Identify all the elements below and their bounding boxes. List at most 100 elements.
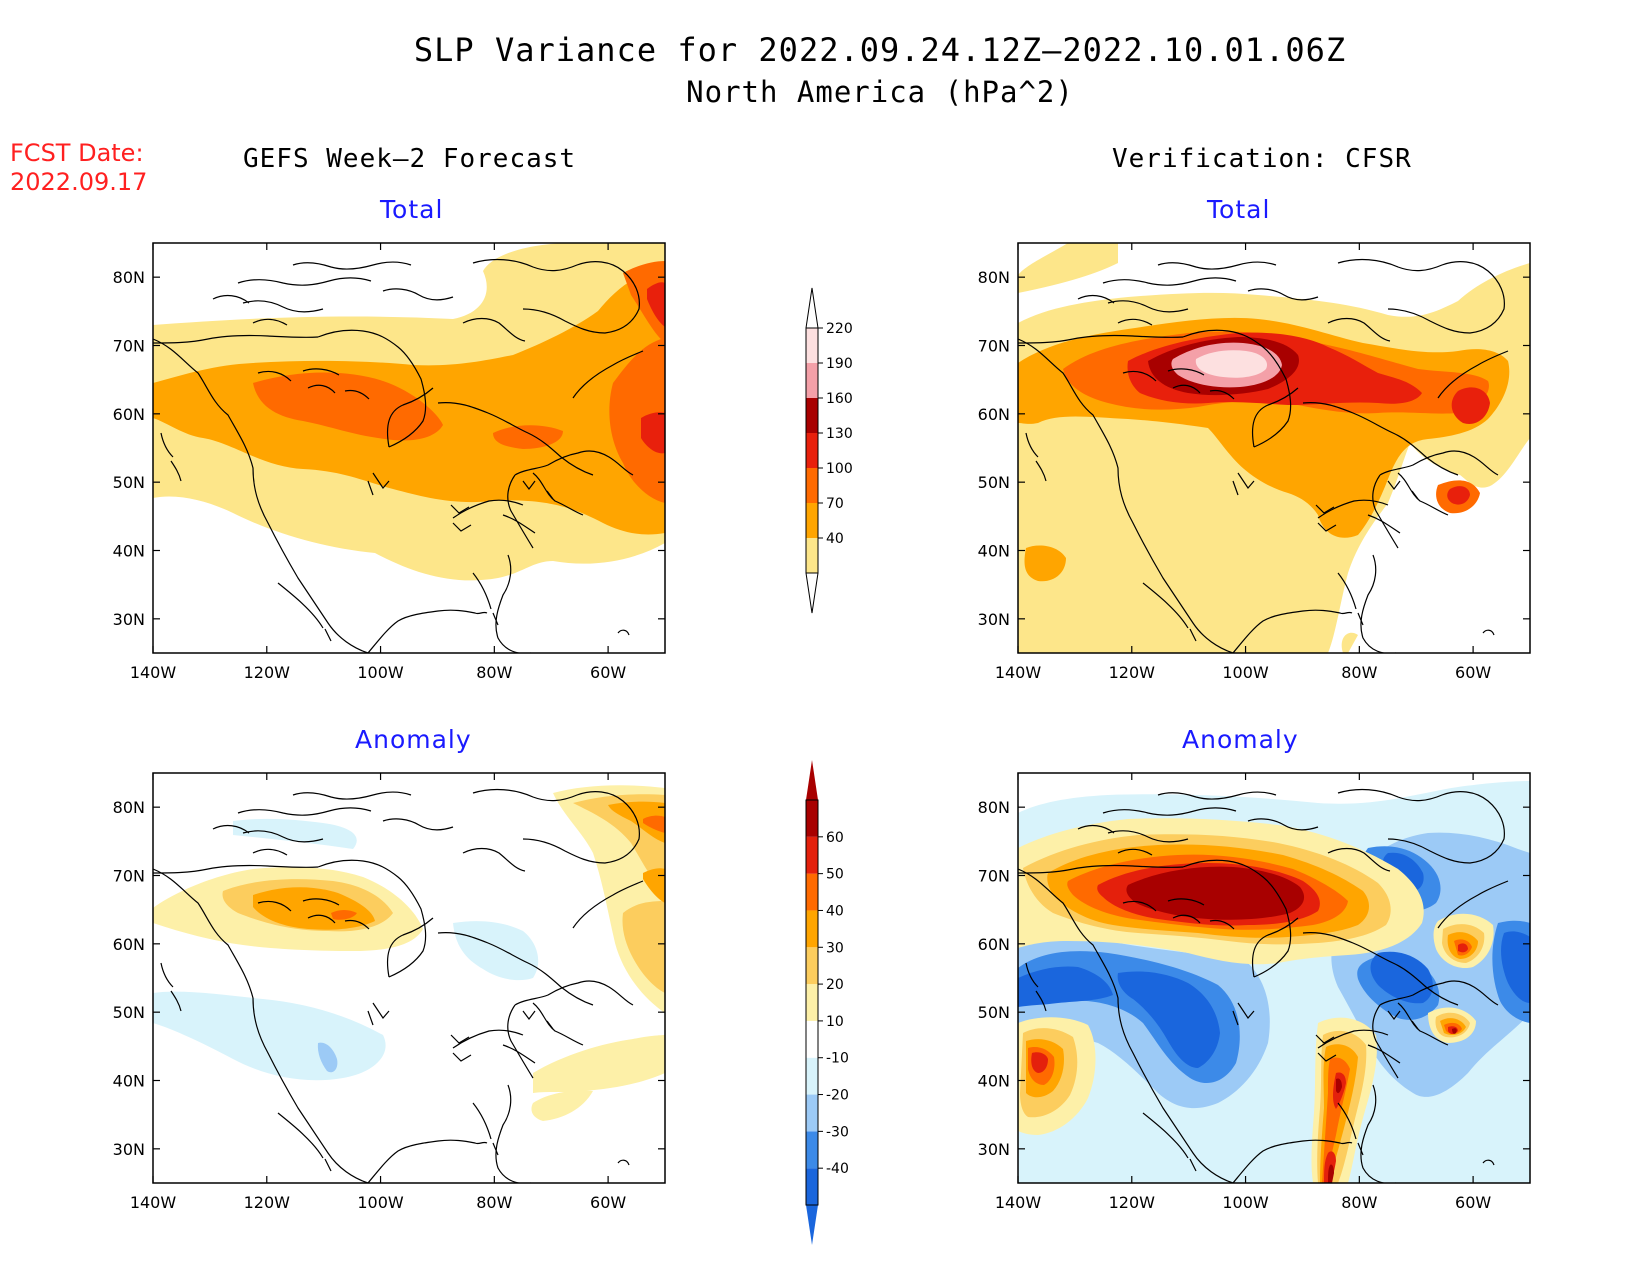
- anomaly-colorbar: -40 -30 -20 -10 10 20 30 40 50 60: [805, 760, 849, 1245]
- y-tick-label: 70N: [978, 337, 1010, 356]
- anomaly-colorbar-swatch: [806, 1020, 818, 1058]
- contour-fill-4: [641, 282, 665, 454]
- total-colorbar-swatch: [806, 328, 818, 363]
- anomaly-colorbar-frame: [805, 799, 819, 1206]
- total-colorbar-label: 190: [826, 356, 853, 372]
- main-subtitle: North America (hPa^2): [686, 75, 1074, 109]
- contour-fill-10: [1126, 866, 1457, 1183]
- anomaly-colorbar-swatch: [806, 947, 818, 985]
- x-tick-label: 120W: [1109, 1193, 1156, 1212]
- total-colorbar-bottom-arrow: [805, 572, 819, 614]
- x-tick-label: 60W: [1455, 1193, 1491, 1212]
- anomaly-colorbar-swatch: [806, 800, 818, 837]
- x-tick-label: 120W: [244, 663, 291, 682]
- top-left-panel-title: Total: [380, 195, 444, 224]
- total-colorbar-label: 100: [826, 461, 853, 477]
- y-tick-label: 50N: [113, 473, 145, 492]
- x-tick-label: 140W: [130, 1193, 177, 1212]
- total-colorbar-swatch: [806, 433, 818, 468]
- y-tick-label: 60N: [113, 405, 145, 424]
- y-tick-label: 30N: [978, 1140, 1010, 1159]
- total-colorbar-label: 130: [826, 426, 853, 442]
- anomaly-colorbar-label: -20: [826, 1088, 849, 1104]
- total-colorbar-frame: [805, 327, 819, 574]
- verification-header: Verification: CFSR: [1112, 144, 1412, 174]
- contour-fill-3: [253, 261, 665, 503]
- total-colorbar-swatch: [806, 468, 818, 503]
- y-tick-label: 60N: [113, 935, 145, 954]
- anomaly-colorbar-top-arrow: [806, 760, 818, 800]
- y-tick-label: 70N: [113, 867, 145, 886]
- bottom-right-panel-title: Anomaly: [1182, 725, 1299, 754]
- anomaly-colorbar-swatch: [806, 1131, 818, 1169]
- contour-fill-2: [317, 1042, 338, 1073]
- anomaly-colorbar-label: -30: [826, 1124, 849, 1140]
- anomaly-colorbar-bottom-arrow: [806, 1205, 818, 1245]
- top-right-panel-title: Total: [1207, 195, 1271, 224]
- contour-fill-3: [153, 785, 665, 1121]
- y-tick-label: 80N: [113, 268, 145, 287]
- total-colorbar-swatch: [806, 398, 818, 433]
- anomaly-colorbar-label: 10: [826, 1014, 844, 1030]
- anomaly-colorbar-swatch: [806, 836, 818, 874]
- y-tick-label: 40N: [113, 1072, 145, 1091]
- anomaly-colorbar-swatch: [806, 873, 818, 911]
- y-tick-label: 40N: [978, 1072, 1010, 1091]
- contour-fill-7: [1195, 350, 1268, 378]
- forecast-anomaly-map: 140W 120W 100W 80W 60W 80N 70N 60N 50N 40N 30N: [113, 772, 666, 1212]
- anomaly-colorbar-swatch: [806, 1168, 818, 1205]
- y-tick-label: 30N: [113, 610, 145, 629]
- y-tick-label: 80N: [978, 268, 1010, 287]
- anomaly-colorbar-label: -10: [826, 1051, 849, 1067]
- contour-fill-5: [253, 801, 665, 930]
- total-colorbar-label: 220: [826, 321, 853, 337]
- anomaly-colorbar-swatch: [806, 1094, 818, 1132]
- fcst-date-label: FCST Date:: [10, 139, 144, 167]
- x-tick-label: 60W: [590, 1193, 626, 1212]
- total-colorbar-label: 70: [826, 496, 844, 512]
- total-colorbar-top-arrow: [805, 287, 819, 329]
- y-tick-label: 50N: [978, 473, 1010, 492]
- y-tick-label: 50N: [978, 1003, 1010, 1022]
- fcst-date-value: 2022.09.17: [10, 168, 148, 196]
- y-tick-label: 70N: [113, 337, 145, 356]
- x-tick-label: 120W: [244, 1193, 291, 1212]
- x-tick-label: 140W: [995, 663, 1042, 682]
- x-tick-label: 100W: [1222, 1193, 1269, 1212]
- y-tick-label: 80N: [978, 798, 1010, 817]
- x-tick-label: 80W: [1341, 1193, 1377, 1212]
- anomaly-colorbar-swatch: [806, 910, 818, 948]
- y-tick-label: 30N: [113, 1140, 145, 1159]
- x-tick-label: 60W: [590, 663, 626, 682]
- x-tick-label: 60W: [1455, 663, 1491, 682]
- map-frame: [1017, 242, 1531, 654]
- y-tick-label: 60N: [978, 935, 1010, 954]
- map-frame: [152, 772, 666, 1184]
- anomaly-colorbar-swatch: [806, 1057, 818, 1095]
- bottom-left-panel-title: Anomaly: [355, 725, 472, 754]
- forecast-total-map: 140W 120W 100W 80W 60W 80N 70N 60N 50N 40N 30N: [113, 242, 666, 682]
- x-tick-label: 80W: [476, 663, 512, 682]
- anomaly-colorbar-label: -40: [826, 1161, 849, 1177]
- y-tick-label: 70N: [978, 867, 1010, 886]
- total-colorbar-swatch: [806, 503, 818, 538]
- forecast-header: GEFS Week–2 Forecast: [243, 144, 577, 174]
- x-tick-label: 140W: [130, 663, 177, 682]
- map-background: [153, 773, 665, 1183]
- y-tick-label: 30N: [978, 610, 1010, 629]
- total-colorbar-label: 160: [826, 391, 853, 407]
- map-frame: [152, 242, 666, 654]
- anomaly-colorbar-label: 50: [826, 867, 844, 883]
- y-tick-label: 50N: [113, 1003, 145, 1022]
- y-tick-label: 40N: [978, 542, 1010, 561]
- anomaly-colorbar-swatch: [806, 984, 818, 1021]
- contour-fill-1: [153, 818, 539, 1081]
- x-tick-label: 80W: [1341, 663, 1377, 682]
- total-colorbar-swatch: [806, 538, 818, 573]
- x-tick-label: 120W: [1109, 663, 1156, 682]
- anomaly-colorbar-label: 30: [826, 940, 844, 956]
- x-tick-label: 80W: [476, 1193, 512, 1212]
- anomaly-colorbar-label: 20: [826, 977, 844, 993]
- main-title: SLP Variance for 2022.09.24.12Z–2022.10.…: [413, 31, 1347, 69]
